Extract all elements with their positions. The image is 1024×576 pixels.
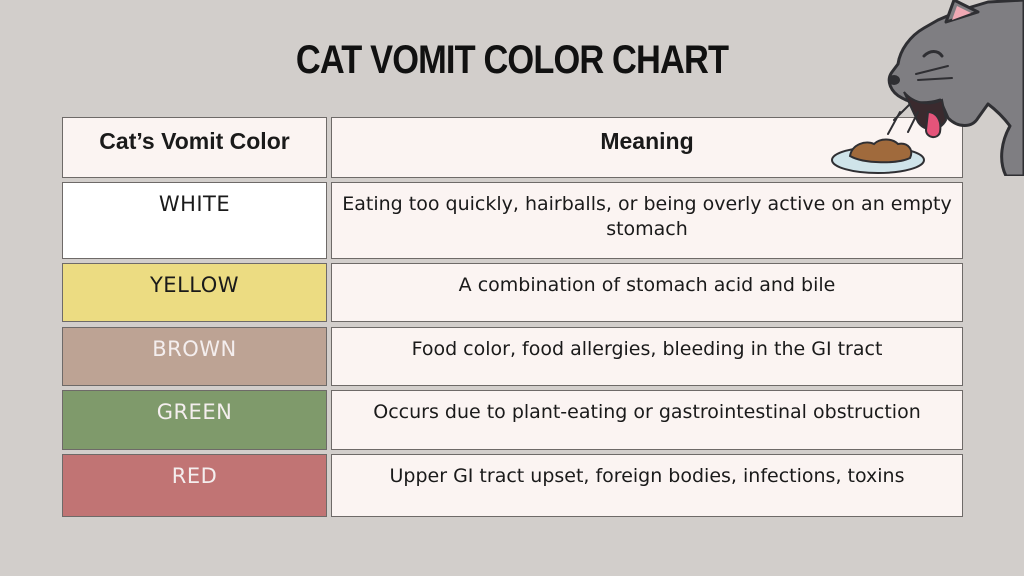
vomiting-cat-icon [831, 0, 1024, 176]
row-white-meaning: Eating too quickly, hairballs, or being … [331, 182, 963, 259]
page-title: CAT VOMIT COLOR CHART [295, 38, 729, 82]
row-green-meaning: Occurs due to plant-eating or gastrointe… [331, 390, 963, 450]
row-red-color: RED [62, 454, 327, 517]
row-brown-color: BROWN [62, 327, 327, 386]
header-color: Cat’s Vomit Color [62, 117, 327, 178]
row-green-color: GREEN [62, 390, 327, 450]
row-yellow-meaning: A combination of stomach acid and bile [331, 263, 963, 322]
row-brown-meaning: Food color, food allergies, bleeding in … [331, 327, 963, 386]
row-red-meaning: Upper GI tract upset, foreign bodies, in… [331, 454, 963, 517]
row-yellow-color: YELLOW [62, 263, 327, 322]
row-white-color: WHITE [62, 182, 327, 259]
